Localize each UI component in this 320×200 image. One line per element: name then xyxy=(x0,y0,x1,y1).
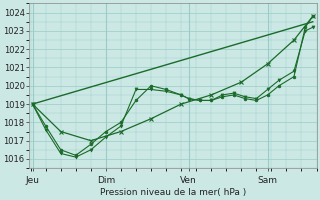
X-axis label: Pression niveau de la mer( hPa ): Pression niveau de la mer( hPa ) xyxy=(100,188,246,197)
